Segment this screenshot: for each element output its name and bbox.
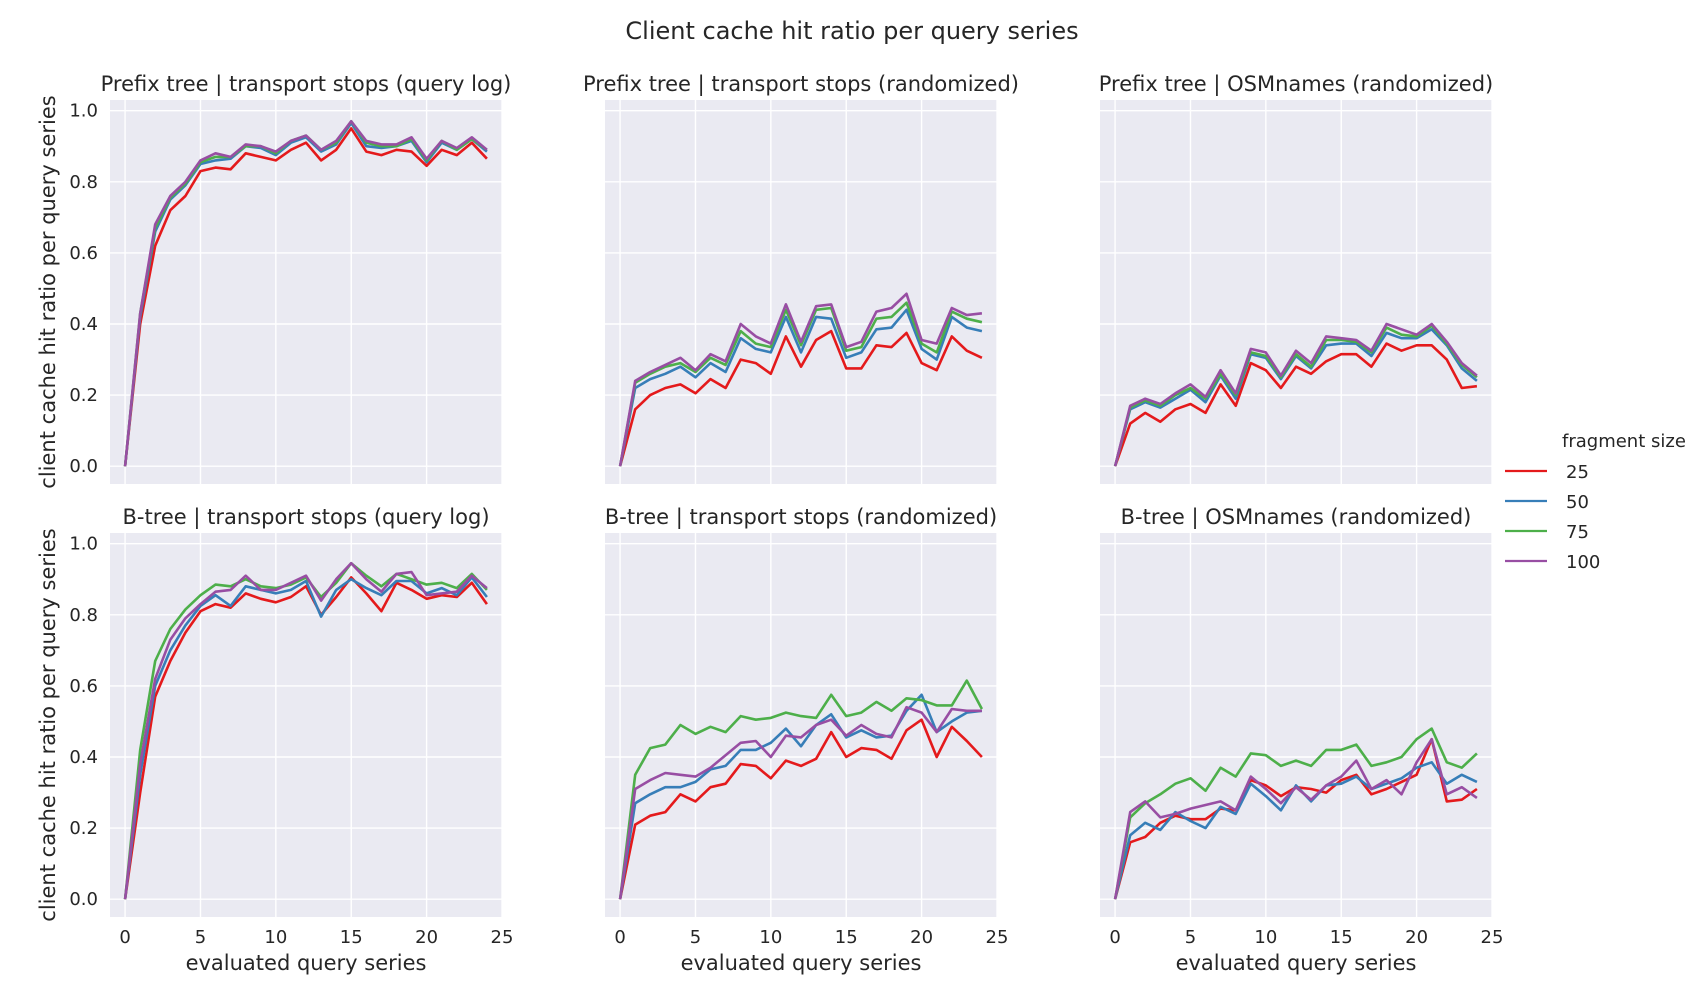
legend-entry: 25 [1505,462,1589,483]
series-line-75 [618,301,983,467]
x-tick-label: 25 [491,927,514,948]
series-line-100 [123,561,488,900]
panel-title: B-tree | transport stops (query log) [122,505,489,530]
y-tick-label: 0.0 [69,456,98,477]
panel-title: B-tree | transport stops (randomized) [605,505,997,530]
x-tick-label: 20 [1405,927,1428,948]
plot-area [110,100,502,484]
x-tick-label: 15 [1330,927,1353,948]
series-line-100 [618,292,983,467]
legend-label-100: 100 [1566,552,1600,573]
series-line-25 [123,576,488,900]
series-line-75 [1113,727,1478,900]
y-tick-label: 0.2 [69,385,98,406]
x-axis-label: evaluated query series [1176,951,1417,975]
series-line-25 [1113,342,1478,467]
panel-title: Prefix tree | transport stops (randomize… [583,72,1019,97]
plot-area [605,533,997,917]
panel-3: Prefix tree | OSMnames (randomized) [1099,72,1493,484]
legend-label-50: 50 [1566,492,1589,513]
y-axis-label: client cache hit ratio per query series [36,528,60,921]
x-tick-label: 10 [1254,927,1277,948]
series-line-100 [123,120,488,467]
panel-5: 0 5 10 15 20 25 B-tree | transport stops (rand… [605,505,1009,975]
y-tick-label: 0.4 [69,747,98,768]
y-tick-label: 1.0 [69,101,98,122]
plot-area [1100,100,1492,484]
figure-title: Client cache hit ratio per query series [625,17,1078,45]
series-line-50 [1113,760,1478,900]
x-tick-label: 20 [415,927,438,948]
panel-title: B-tree | OSMnames (randomized) [1121,505,1472,530]
plot-area [110,533,502,917]
series-line-25 [618,329,983,467]
legend-entry: 75 [1505,522,1589,543]
x-tick-label: 5 [195,927,206,948]
legend-title: fragment size [1562,431,1686,452]
x-tick-label: 5 [690,927,701,948]
x-axis-label: evaluated query series [186,951,427,975]
x-tick-label: 0 [1109,927,1120,948]
legend-label-75: 75 [1566,522,1589,543]
series-line-75 [1113,324,1478,467]
x-tick-label: 0 [119,927,130,948]
panel-4: 0 5 10 15 20 25 0.0 0.2 0.4 0.6 0.8 1.0 B-tree | tra… [36,505,513,975]
x-tick-label: 15 [340,927,363,948]
legend-label-25: 25 [1566,462,1589,483]
x-tick-label: 20 [910,927,933,948]
x-tick-label: 10 [264,927,287,948]
panel-title: Prefix tree | OSMnames (randomized) [1099,72,1493,97]
y-tick-label: 1.0 [69,534,98,555]
x-tick-label: 25 [986,927,1009,948]
legend: fragment size 25 50 75 100 [1505,431,1686,573]
y-tick-label: 0.2 [69,818,98,839]
series-line-50 [618,693,983,900]
series-line-100 [1113,737,1478,900]
legend-entry: 100 [1505,552,1600,573]
series-line-75 [618,679,984,900]
y-axis-label: client cache hit ratio per query series [36,95,60,488]
legend-entry: 50 [1505,492,1589,513]
x-tick-label: 10 [759,927,782,948]
series-line-100 [1113,322,1478,467]
x-tick-label: 0 [614,927,625,948]
panel-6: 0 5 10 15 20 25 B-tree | OSMnames (randomized)… [1100,505,1503,975]
plot-area [605,100,997,484]
series-line-100 [618,705,982,900]
y-tick-label: 0.6 [69,676,98,697]
panel-2: Prefix tree | transport stops (randomize… [583,72,1019,484]
y-tick-label: 0.6 [69,243,98,264]
x-axis-label: evaluated query series [681,951,922,975]
series-line-25 [618,718,983,900]
y-tick-label: 0.0 [69,889,98,910]
plot-area [1100,533,1492,917]
x-tick-label: 5 [1185,927,1196,948]
series-line-25 [123,127,488,467]
y-tick-label: 0.4 [69,314,98,335]
y-tick-label: 0.8 [69,605,98,626]
x-tick-label: 15 [835,927,858,948]
panel-title: Prefix tree | transport stops (query log… [101,72,512,97]
x-tick-label: 25 [1481,927,1504,948]
y-tick-label: 0.8 [69,172,98,193]
series-line-50 [618,308,983,467]
